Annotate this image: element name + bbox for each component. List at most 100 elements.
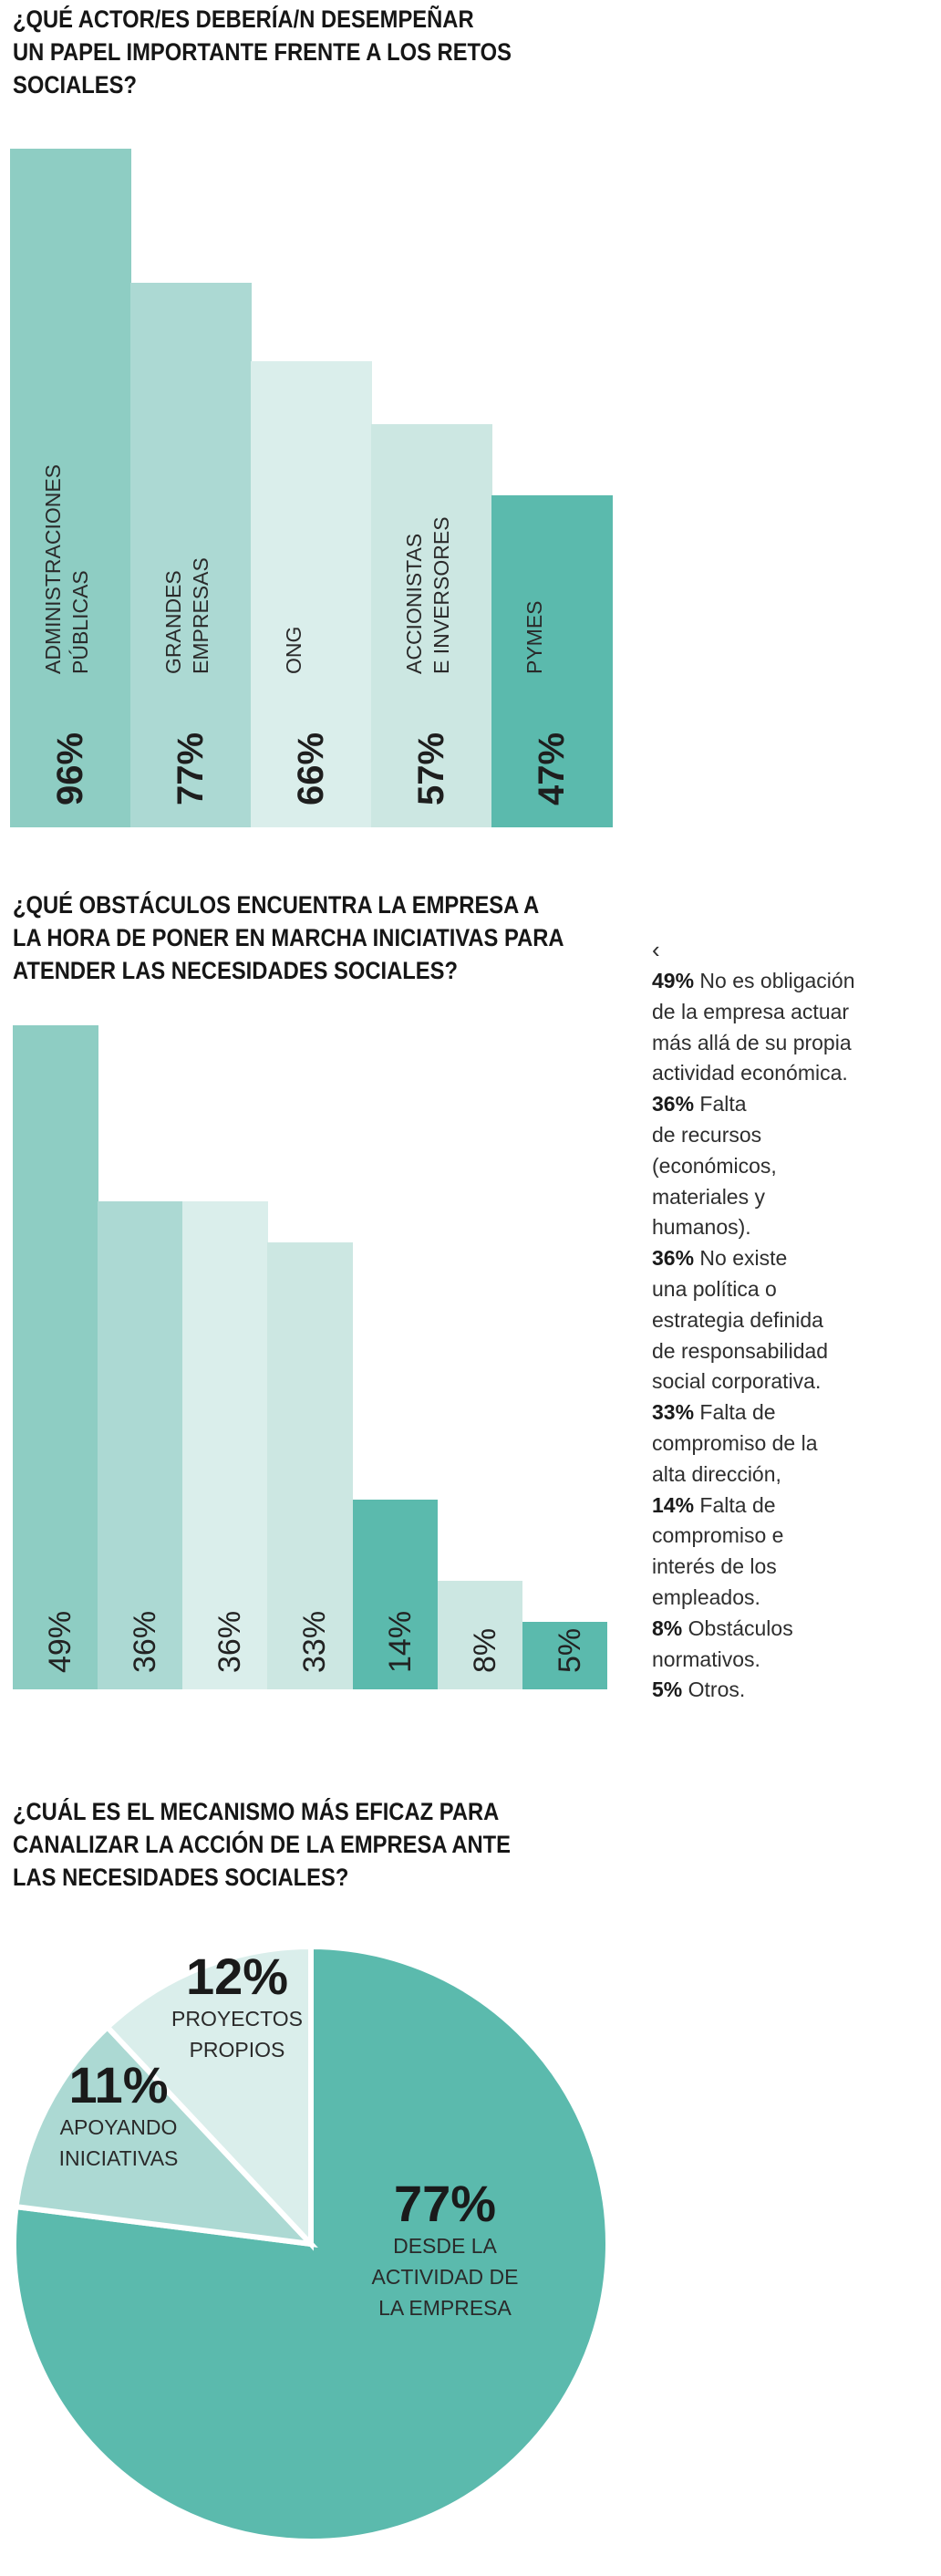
category-line: PÚBLICAS xyxy=(68,570,92,674)
legend-line: 33% Falta de xyxy=(652,1397,925,1428)
category-line: ACCIONISTAS xyxy=(402,533,426,674)
bar xyxy=(182,1201,268,1689)
bar-value-label: 77% xyxy=(171,732,211,805)
bar-value-label: 57% xyxy=(411,732,451,805)
chart3-title-line: ¿CUÁL ES EL MECANISMO MÁS EFICAZ PARA xyxy=(13,1798,500,1825)
pie-slice-value: 11% xyxy=(68,2056,169,2114)
legend-line: 36% No existe xyxy=(652,1243,925,1274)
bar-category-label: GRANDES EMPRESAS xyxy=(160,557,214,674)
bar xyxy=(13,1025,98,1689)
bar-category-label: ACCIONISTAS E INVERSORES xyxy=(400,516,455,674)
bar xyxy=(371,424,492,827)
legend-text: Falta xyxy=(694,1092,747,1117)
legend-item: 49% No es obligación de la empresa actuar… xyxy=(652,966,925,1089)
legend-text: No es obligación xyxy=(694,969,855,992)
bar xyxy=(522,1621,608,1689)
legend-line: humanos). xyxy=(652,1215,751,1240)
chart2-title-line: ATENDER LAS NECESIDADES SOCIALES? xyxy=(13,957,459,984)
bar-category-label: ADMINISTRACIONES PÚBLICAS xyxy=(39,464,94,674)
legend-item: 36% Falta de recursos (económicos, material… xyxy=(652,1089,925,1243)
category-line: E INVERSORES xyxy=(429,516,453,674)
pie-slice-text: PROPIOS xyxy=(189,2038,285,2062)
bar xyxy=(352,1500,439,1689)
legend-line: materiales y xyxy=(652,1184,765,1209)
chart2-title: ¿QUÉ OBSTÁCULOS ENCUENTRA LA EMPRESA A L… xyxy=(13,888,564,987)
chart2-title-line: LA HORA DE PONER EN MARCHA INICIATIVAS P… xyxy=(13,924,564,951)
pie-slice-label: 11% APOYANDO INICIATIVAS xyxy=(27,2059,210,2174)
pie-slice-text: APOYANDO xyxy=(59,2115,178,2139)
bar xyxy=(98,1201,183,1689)
pie-slice-label: 12% PROYECTOS PROPIOS xyxy=(160,1950,315,2065)
legend-line: de recursos xyxy=(652,1122,762,1147)
legend-value: 36% xyxy=(652,1092,695,1117)
legend-line: más allá de su propia xyxy=(652,1030,852,1054)
legend-item: 8% Obstáculos normativos. xyxy=(652,1614,925,1676)
pie-slice xyxy=(13,2023,318,2249)
legend-line: compromiso e xyxy=(652,1523,784,1548)
legend-line: estrategia definida xyxy=(652,1307,823,1332)
legend-text: Otros. xyxy=(682,1678,746,1702)
legend-line: actividad económica. xyxy=(652,1061,848,1085)
legend-item: 33% Falta de compromiso de la alta direcci… xyxy=(652,1397,925,1490)
category-line: GRANDES xyxy=(161,570,185,674)
legend-line: 36% Falta xyxy=(652,1089,925,1120)
bar-value-label: 49% xyxy=(43,1610,78,1673)
legend-value: 8% xyxy=(652,1615,683,1640)
chevron-left-icon: ‹ xyxy=(652,936,660,963)
pie-slice-value: 12% xyxy=(185,1948,289,2005)
legend-value: 36% xyxy=(652,1246,695,1271)
legend-line: interés de los xyxy=(652,1554,777,1579)
legend-text: No existe xyxy=(694,1246,788,1271)
legend-line: (económicos, xyxy=(652,1153,777,1178)
legend-line: una política o xyxy=(652,1276,777,1301)
bar-category-label: ONG xyxy=(280,627,307,674)
category-line: ADMINISTRACIONES xyxy=(41,463,65,674)
legend-line: 49% No es obligación xyxy=(652,966,925,997)
legend-line: 14% Falta de xyxy=(652,1491,925,1522)
bar xyxy=(130,283,252,827)
legend-line: 5% Otros. xyxy=(652,1675,925,1706)
pie-slice-text: LA EMPRESA xyxy=(378,2296,512,2320)
legend-line: de la empresa actuar xyxy=(652,999,850,1023)
legend-value: 49% xyxy=(652,969,695,992)
legend-line: empleados. xyxy=(652,1584,760,1609)
bar-value-label: 47% xyxy=(532,732,572,805)
bar-value-label: 8% xyxy=(467,1627,502,1673)
pie-slice xyxy=(103,1943,314,2251)
chart3-title-line: LAS NECESIDADES SOCIALES? xyxy=(13,1864,349,1891)
legend-line: 8% Obstáculos xyxy=(652,1614,925,1645)
legend-line: de responsabilidad xyxy=(652,1338,829,1363)
bar xyxy=(267,1241,354,1689)
bar xyxy=(251,360,372,827)
chart1-title-line: UN PAPEL IMPORTANTE FRENTE A LOS RETOS xyxy=(13,38,512,66)
bar-value-label: 36% xyxy=(212,1610,248,1673)
bar-value-label: 96% xyxy=(50,732,90,805)
legend-item: 5% Otros. xyxy=(652,1675,925,1706)
bar-value-label: 33% xyxy=(297,1610,333,1673)
chart3-title: ¿CUÁL ES EL MECANISMO MÁS EFICAZ PARA CA… xyxy=(13,1795,511,1894)
chart3-title-line: CANALIZAR LA ACCIÓN DE LA EMPRESA ANTE xyxy=(13,1831,512,1858)
legend-line: normativos. xyxy=(652,1646,760,1671)
pie-slice-label: 77% DESDE LA ACTIVIDAD DE LA EMPRESA xyxy=(326,2177,564,2323)
chart1-title: ¿QUÉ ACTOR/ES DEBERÍA/N DESEMPEÑAR UN PA… xyxy=(13,3,512,101)
mechanism-pie-chart xyxy=(11,1943,611,2544)
chart1-title-line: ¿QUÉ ACTOR/ES DEBERÍA/N DESEMPEÑAR xyxy=(13,5,474,33)
bar xyxy=(10,149,131,827)
legend-line: social corporativa. xyxy=(652,1369,822,1394)
obstacles-legend: ‹ 49% No es obligación de la empresa actu… xyxy=(652,936,925,1706)
pie-slice-text: PROYECTOS xyxy=(171,2007,303,2031)
legend-item: 14% Falta de compromiso e interés de los em… xyxy=(652,1491,925,1614)
legend-value: 33% xyxy=(652,1400,695,1425)
legend-line: alta dirección, xyxy=(652,1461,781,1486)
legend-text: Falta de xyxy=(694,1492,776,1517)
category-line: EMPRESAS xyxy=(189,557,212,674)
bar-category-label: PYMES xyxy=(521,600,548,674)
category-line: ONG xyxy=(282,626,305,674)
category-line: PYMES xyxy=(522,600,546,674)
legend-line: compromiso de la xyxy=(652,1430,818,1455)
bar xyxy=(491,494,613,827)
legend-text: Falta de xyxy=(694,1400,776,1425)
bar-value-label: 14% xyxy=(382,1610,418,1673)
legend-item: 36% No existe una política o estrategia de… xyxy=(652,1243,925,1397)
pie-slice-text: DESDE LA xyxy=(393,2234,497,2258)
